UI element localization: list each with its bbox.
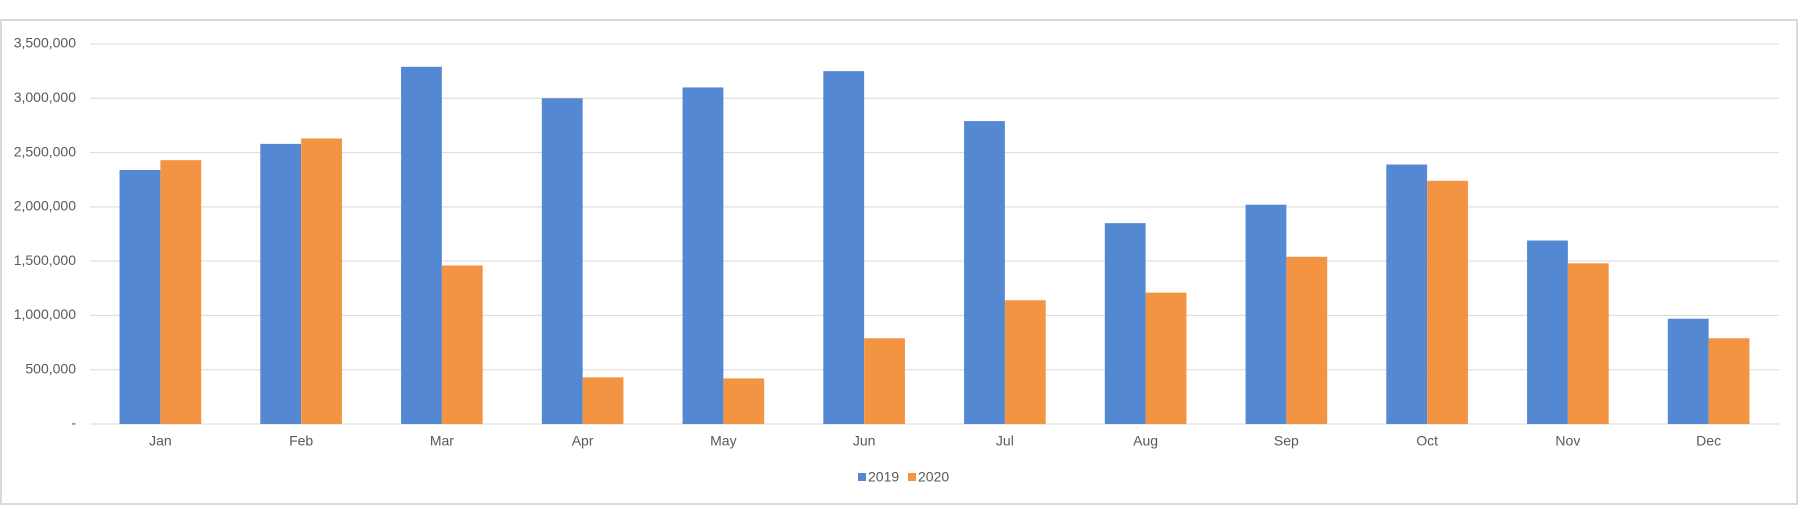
y-tick-label: 1,500,000 bbox=[14, 252, 76, 268]
bar bbox=[864, 338, 905, 424]
x-tick-label: Dec bbox=[1696, 433, 1721, 449]
bar bbox=[1386, 164, 1428, 424]
bar bbox=[1104, 223, 1146, 424]
bar bbox=[1004, 300, 1046, 424]
bar bbox=[1708, 338, 1750, 424]
y-tick-label: - bbox=[71, 415, 76, 431]
bar bbox=[260, 143, 302, 424]
x-tick-label: Sep bbox=[1274, 433, 1299, 449]
x-tick-label: Jun bbox=[853, 433, 876, 449]
x-tick-label: Oct bbox=[1416, 433, 1438, 449]
x-tick-label: Aug bbox=[1133, 433, 1158, 449]
bar bbox=[1245, 204, 1287, 424]
bar bbox=[1427, 180, 1468, 424]
y-tick-label: 3,000,000 bbox=[14, 89, 76, 105]
legend-label: 2020 bbox=[918, 469, 949, 485]
x-tick-label: Feb bbox=[289, 433, 313, 449]
bar bbox=[119, 169, 161, 424]
bar bbox=[1667, 318, 1709, 424]
x-tick-label: Jul bbox=[996, 433, 1014, 449]
bar bbox=[1145, 292, 1187, 424]
bar bbox=[1567, 263, 1609, 424]
bar bbox=[541, 98, 583, 425]
x-tick-label: Jan bbox=[149, 433, 172, 449]
x-tick-label: Nov bbox=[1555, 433, 1580, 449]
x-tick-label: Apr bbox=[572, 433, 594, 449]
y-tick-label: 3,500,000 bbox=[14, 35, 76, 51]
bar bbox=[682, 87, 724, 424]
x-tick-label: May bbox=[710, 433, 736, 449]
bar bbox=[401, 66, 442, 425]
y-tick-label: 1,000,000 bbox=[14, 306, 76, 322]
bar bbox=[723, 378, 765, 424]
bar bbox=[964, 121, 1005, 424]
bar bbox=[301, 138, 342, 424]
bar bbox=[160, 160, 202, 424]
bar bbox=[582, 377, 624, 424]
legend-swatch bbox=[908, 473, 916, 481]
legend-label: 2019 bbox=[868, 469, 899, 485]
y-tick-label: 2,500,000 bbox=[14, 143, 76, 159]
legend-swatch bbox=[858, 473, 866, 481]
y-tick-label: 500,000 bbox=[25, 360, 76, 376]
x-tick-label: Mar bbox=[430, 433, 454, 449]
bar bbox=[1527, 240, 1568, 424]
bar bbox=[823, 71, 865, 425]
bar bbox=[1286, 256, 1328, 424]
bar bbox=[441, 265, 483, 424]
y-tick-label: 2,000,000 bbox=[14, 198, 76, 214]
